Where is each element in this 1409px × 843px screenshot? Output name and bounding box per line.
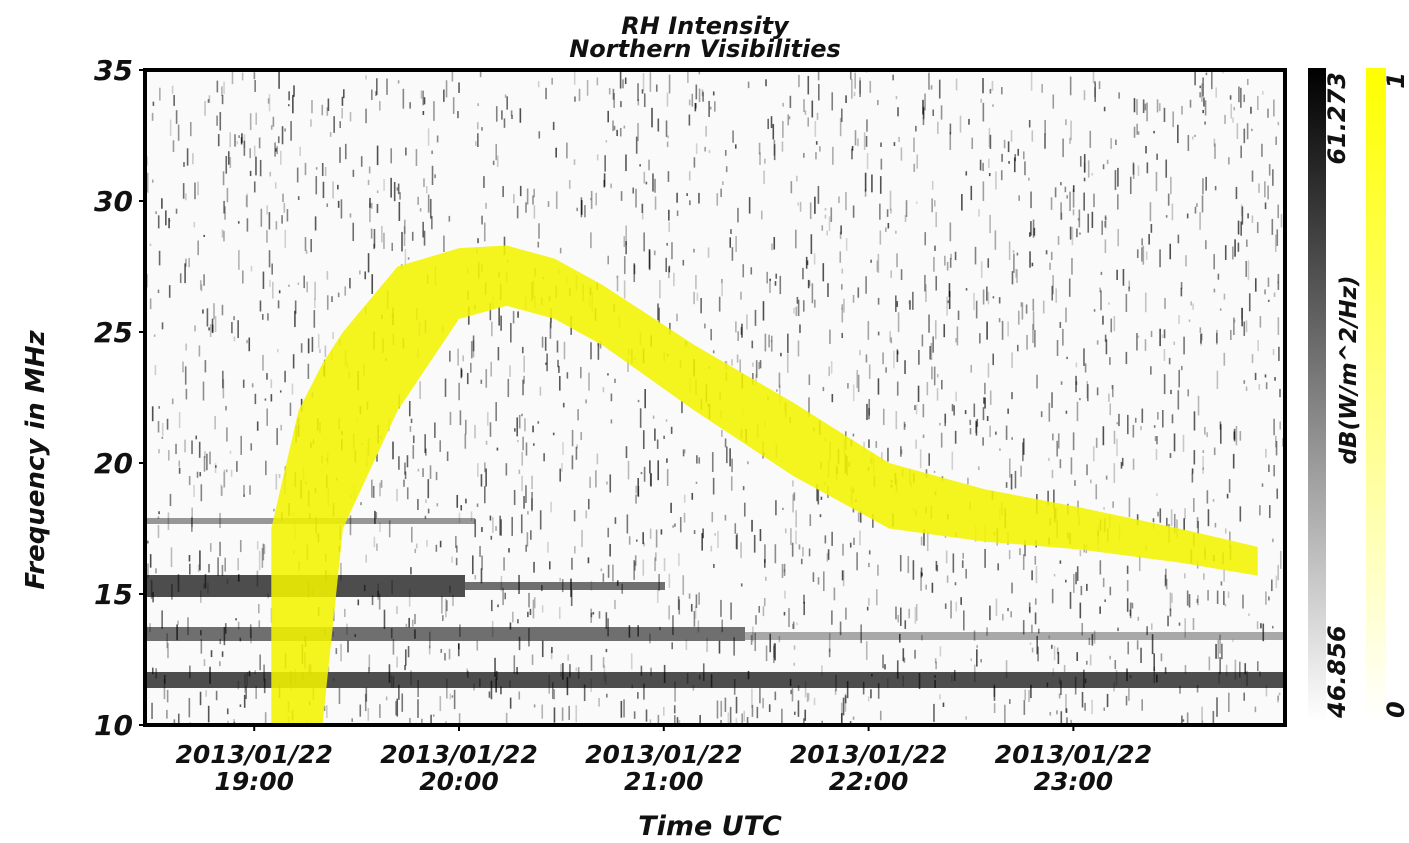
x-tick-label: 2013/01/22: [585, 740, 742, 769]
y-axis-label: Frequency in MHz: [21, 329, 51, 589]
x-tick-label: 21:00: [624, 767, 704, 796]
x-tick-label: 22:00: [829, 767, 909, 796]
y-tick-label: 20: [94, 447, 133, 480]
y-tick-label: 25: [94, 316, 133, 349]
colorbar-tick-label: 1: [1382, 72, 1409, 89]
colorbar: [1308, 68, 1326, 722]
colorbar-tick-label: 0: [1382, 701, 1409, 718]
plot-frame: [143, 68, 1287, 727]
x-tick-label: 2013/01/22: [380, 740, 537, 769]
x-tick-label: 20:00: [419, 767, 499, 796]
y-tick-label: 15: [94, 578, 133, 611]
noise-texture: [145, 70, 1285, 725]
y-tick-label: 10: [94, 709, 133, 742]
x-tick-label: 2013/01/22: [790, 740, 947, 769]
chart-title: RH Intensity: [621, 12, 790, 40]
y-tick-label: 35: [94, 54, 133, 87]
colorbar-tick-label: 46.856: [1323, 625, 1351, 719]
x-tick-label: 2013/01/22: [176, 740, 333, 769]
colorbar-tick-label: 61.273: [1323, 72, 1351, 165]
x-axis-label: Time UTC: [638, 811, 782, 842]
x-tick-label: 2013/01/22: [995, 740, 1152, 769]
y-tick-label: 30: [94, 185, 133, 218]
colorbar: [1366, 68, 1386, 722]
colorbar-label: dB(W/m^2/Hz): [1336, 275, 1362, 464]
x-tick-label: 19:00: [214, 767, 294, 796]
chart-subtitle: Northern Visibilities: [569, 35, 841, 63]
x-tick-label: 23:00: [1034, 767, 1114, 796]
